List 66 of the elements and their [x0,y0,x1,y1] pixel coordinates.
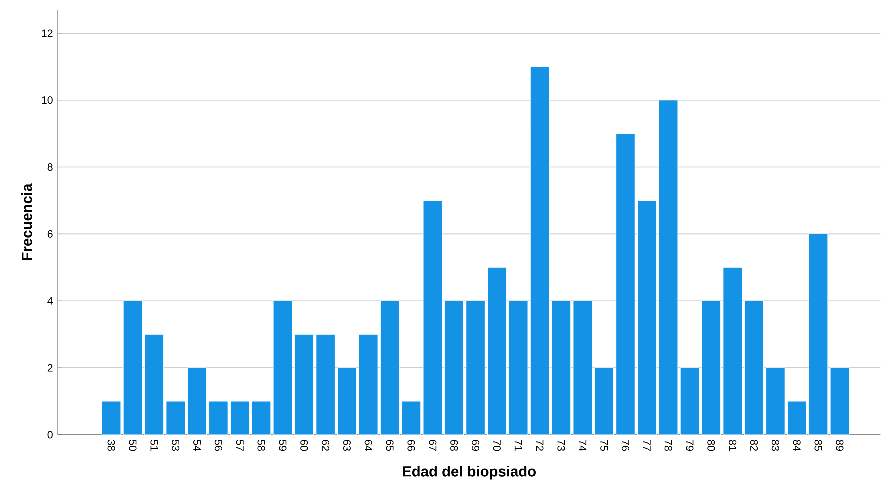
bar [294,334,314,435]
x-tick-label: 65 [386,440,394,452]
x-tick-label: 73 [558,440,566,452]
x-tick-label: 67 [429,440,437,452]
x-tick-label: 77 [643,440,651,452]
x-tick-label: 54 [194,440,201,452]
x-tick-label: 74 [579,440,587,452]
x-tick-label: 70 [493,440,501,452]
bar [466,300,486,435]
x-tick-label: 81 [729,440,737,452]
bar [616,134,636,435]
bar [594,368,614,435]
y-axis-title: Frecuencia [22,184,32,260]
x-tick-label: 89 [836,440,844,452]
x-tick-label: 62 [322,440,330,452]
x-tick-label: 84 [793,440,801,452]
bar [766,368,786,435]
x-tick-label: 85 [814,440,822,452]
x-tick-label: 69 [472,440,480,452]
y-tick-label: 12 [42,30,53,38]
bar [166,401,186,435]
x-tick-label: 51 [150,440,158,452]
bar [723,267,743,435]
bar [573,300,593,435]
bar [444,300,464,435]
x-tick-label: 80 [708,440,716,452]
bar [230,401,250,435]
x-tick-label: 78 [664,440,672,452]
bar [744,300,764,435]
bar [487,267,507,435]
x-tick-label: 83 [772,440,780,452]
bar [144,334,164,435]
y-tick-label: 6 [48,230,53,238]
bar [423,200,443,435]
bar [338,368,357,435]
x-tick-label: 71 [514,440,522,452]
x-tick-label: 66 [408,440,416,452]
x-tick-label: 68 [450,440,458,452]
bar [316,334,336,435]
bar [637,200,657,435]
x-tick-label: 76 [622,440,630,452]
x-tick-label: 75 [600,440,608,452]
y-tick-label: 0 [48,431,53,439]
x-axis-title: Edad del biopsiado [403,466,536,480]
x-tick-label: 57 [236,440,244,452]
bar [358,334,378,435]
bar [787,401,807,435]
x-tick-label: 58 [258,440,266,452]
bar [208,401,228,435]
x-tick-label: 56 [214,440,222,452]
x-tick-label: 50 [129,440,137,452]
x-tick-label: 79 [686,440,694,452]
x-tick-label: 53 [172,440,180,452]
bar [188,368,207,435]
y-tick-label: 4 [48,297,53,305]
x-tick-label: 60 [300,440,308,452]
x-tick-label: 63 [343,440,351,452]
bar [508,300,528,435]
y-tick-label: 8 [48,164,53,172]
y-tick-label: 2 [48,364,53,372]
x-tick-label: 64 [364,440,372,452]
x-tick-label: 59 [279,440,287,452]
y-tick-label: 10 [42,96,53,104]
x-tick-label: 38 [108,440,116,452]
x-tick-label: 82 [750,440,758,452]
x-tick-label: 72 [536,440,544,452]
